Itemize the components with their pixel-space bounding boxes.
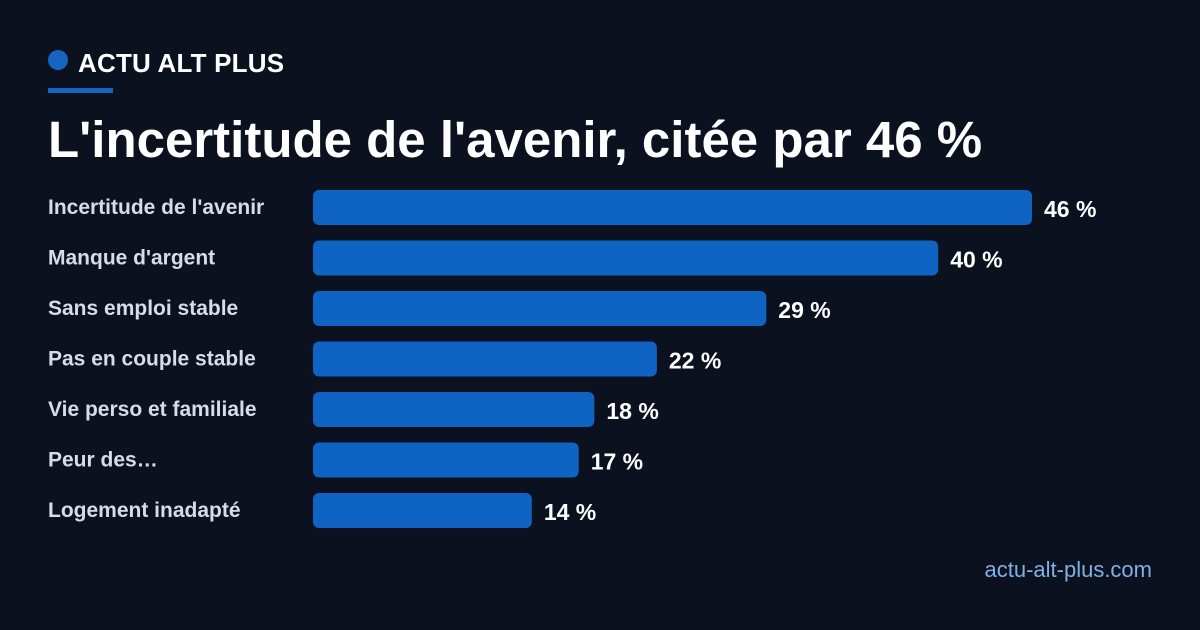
category-label: Pas en couple stable bbox=[48, 348, 256, 371]
category-label: Sans emploi stable bbox=[48, 297, 238, 320]
value-label: 46 % bbox=[1044, 196, 1096, 222]
footer-url[interactable]: actu-alt-plus.com bbox=[984, 557, 1152, 582]
category-label: Manque d'argent bbox=[48, 247, 215, 270]
brand-underline bbox=[48, 88, 113, 93]
brand-name: ACTU ALT PLUS bbox=[78, 47, 285, 78]
value-label: 14 % bbox=[544, 499, 596, 525]
bar bbox=[313, 190, 1032, 225]
dot-icon bbox=[48, 50, 68, 70]
value-label: 29 % bbox=[778, 297, 830, 323]
page-title: L'incertitude de l'avenir, citée par 46 … bbox=[48, 111, 983, 168]
category-label: Peur des… bbox=[48, 449, 158, 472]
bar bbox=[313, 442, 579, 478]
bar bbox=[313, 291, 767, 326]
bar bbox=[313, 392, 595, 427]
category-label: Incertitude de l'avenir bbox=[48, 196, 264, 219]
bar bbox=[313, 341, 657, 377]
bar bbox=[313, 240, 939, 276]
bar bbox=[313, 493, 532, 528]
value-label: 17 % bbox=[591, 449, 643, 475]
brand: ACTU ALT PLUS bbox=[48, 48, 284, 78]
category-label: Logement inadapté bbox=[48, 499, 241, 522]
value-label: 22 % bbox=[669, 348, 721, 374]
value-label: 40 % bbox=[950, 247, 1002, 273]
category-label: Vie perso et familiale bbox=[48, 398, 257, 421]
value-label: 18 % bbox=[606, 398, 658, 424]
